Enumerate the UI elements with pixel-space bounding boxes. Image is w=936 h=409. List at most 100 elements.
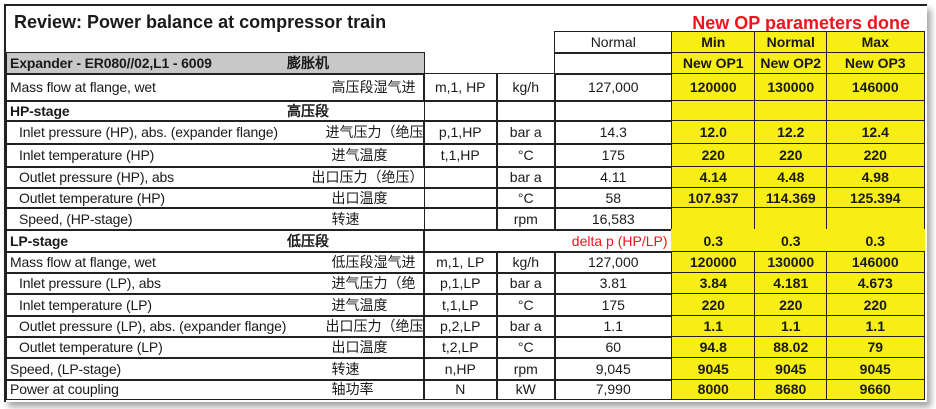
op-value-cell[interactable]: 9660 xyxy=(826,379,925,400)
symbol-cell[interactable] xyxy=(423,166,498,189)
op-value-cell[interactable]: 4.181 xyxy=(754,272,828,295)
normal-value-cell[interactable]: 9,045 xyxy=(554,357,673,381)
op-value-cell[interactable]: 120000 xyxy=(671,73,756,102)
op-value-cell[interactable]: 220 xyxy=(754,143,828,168)
symbol-cell[interactable]: t,2,LP xyxy=(423,336,498,359)
normal-value-cell[interactable]: 60 xyxy=(554,336,673,359)
unit-cell[interactable]: kg/h xyxy=(496,251,556,274)
symbol-cell[interactable]: p,1,HP xyxy=(423,120,498,145)
op-value-cell[interactable]: 107.937 xyxy=(671,187,756,209)
op-value-cell[interactable]: 12.2 xyxy=(754,120,828,145)
op-value-cell[interactable]: 130000 xyxy=(754,251,828,274)
normal-value-cell[interactable]: 175 xyxy=(554,143,673,168)
normal-value-cell[interactable]: 4.11 xyxy=(554,166,673,189)
unit-cell[interactable]: °C xyxy=(496,187,556,209)
op-column-header[interactable]: Max xyxy=(826,31,925,54)
unit-cell[interactable] xyxy=(496,100,556,122)
symbol-cell[interactable]: m,1, LP xyxy=(423,251,498,274)
op-value-cell[interactable]: 79 xyxy=(826,336,925,359)
normal-column-header[interactable]: Normal xyxy=(554,31,673,54)
normal-value-cell[interactable]: 16,583 xyxy=(554,207,673,231)
op-value-cell[interactable]: 114.369 xyxy=(754,187,828,209)
op-value-cell[interactable] xyxy=(671,100,756,122)
op-value-cell[interactable] xyxy=(826,207,925,231)
op-value-cell[interactable]: 4.48 xyxy=(754,166,828,189)
parameter-name-cn: 进气压力（绝 xyxy=(331,275,416,292)
normal-value-cell[interactable]: 7,990 xyxy=(554,379,673,400)
op-value-cell[interactable]: 88.02 xyxy=(754,336,828,359)
unit-cell[interactable]: kg/h xyxy=(496,73,556,102)
op-value-cell[interactable] xyxy=(754,207,828,231)
unit-cell[interactable]: kW xyxy=(496,379,556,400)
unit-cell[interactable]: rpm xyxy=(496,207,556,231)
normal-value-cell[interactable]: 127,000 xyxy=(554,251,673,274)
op-value-cell[interactable]: 0.3 xyxy=(754,229,828,253)
unit-cell[interactable]: rpm xyxy=(496,357,556,381)
normal-value-cell[interactable]: 127,000 xyxy=(554,73,673,102)
op-value-cell[interactable]: 1.1 xyxy=(826,315,925,338)
normal-value-cell[interactable] xyxy=(554,100,673,122)
symbol-cell[interactable]: m,1, HP xyxy=(423,73,498,102)
op-value-cell[interactable]: 8000 xyxy=(671,379,756,400)
op-value-cell[interactable]: 94.8 xyxy=(671,336,756,359)
op-value-cell[interactable]: 120000 xyxy=(671,251,756,274)
op-value-cell[interactable]: 4.98 xyxy=(826,166,925,189)
op-value-cell[interactable]: 4.14 xyxy=(671,166,756,189)
op-value-cell[interactable]: 0.3 xyxy=(826,229,925,253)
op-column-header[interactable]: Normal xyxy=(754,31,828,54)
op-column-header[interactable]: Min xyxy=(671,31,756,54)
op-value-cell[interactable]: 220 xyxy=(754,293,828,317)
op-name-header[interactable]: New OP1 xyxy=(671,52,756,75)
symbol-cell[interactable] xyxy=(423,187,498,209)
normal-value-cell[interactable]: 3.81 xyxy=(554,272,673,295)
unit-cell[interactable]: °C xyxy=(496,293,556,317)
op-value-cell[interactable]: 1.1 xyxy=(754,315,828,338)
op-value-cell[interactable]: 146000 xyxy=(826,73,925,102)
symbol-cell[interactable] xyxy=(423,207,498,231)
normal-value-cell[interactable]: 1.1 xyxy=(554,315,673,338)
symbol-cell[interactable]: p,2,LP xyxy=(423,315,498,338)
unit-cell[interactable]: bar a xyxy=(496,315,556,338)
op-value-cell[interactable]: 220 xyxy=(671,293,756,317)
op-value-cell[interactable]: 9045 xyxy=(671,357,756,381)
op-value-cell[interactable]: 9045 xyxy=(754,357,828,381)
normal-value-cell[interactable]: 175 xyxy=(554,293,673,317)
op-value-cell[interactable]: 0.3 xyxy=(671,229,756,253)
op-value-cell[interactable] xyxy=(754,100,828,122)
op-value-cell[interactable] xyxy=(671,207,756,231)
parameter-name-cn: 进气温度 xyxy=(331,296,388,313)
op-value-cell[interactable]: 9045 xyxy=(826,357,925,381)
op-value-cell[interactable]: 125.394 xyxy=(826,187,925,209)
op-value-cell[interactable]: 220 xyxy=(671,143,756,168)
op-value-cell[interactable]: 130000 xyxy=(754,73,828,102)
op-name-header[interactable]: New OP2 xyxy=(754,52,828,75)
row-label: LP-stage 低压段 xyxy=(6,229,425,253)
symbol-cell[interactable]: t,1,LP xyxy=(423,293,498,317)
op-value-cell[interactable]: 12.0 xyxy=(671,120,756,145)
normal-value-cell[interactable]: 58 xyxy=(554,187,673,209)
parameter-name-cn: 进气压力（绝压 xyxy=(325,124,424,141)
unit-cell[interactable]: bar a xyxy=(496,272,556,295)
op-value-cell[interactable]: 220 xyxy=(826,143,925,168)
normal-op-name-cell xyxy=(554,52,673,75)
unit-cell[interactable]: °C xyxy=(496,143,556,168)
parameter-name-cn: 出口温度 xyxy=(331,189,388,206)
unit-cell[interactable]: bar a xyxy=(496,120,556,145)
normal-value-cell[interactable]: 14.3 xyxy=(554,120,673,145)
unit-cell[interactable]: °C xyxy=(496,336,556,359)
symbol-cell[interactable]: p,1,LP xyxy=(423,272,498,295)
op-value-cell[interactable]: 3.84 xyxy=(671,272,756,295)
op-value-cell[interactable]: 146000 xyxy=(826,251,925,274)
op-value-cell[interactable]: 1.1 xyxy=(671,315,756,338)
symbol-cell[interactable]: t,1,HP xyxy=(423,143,498,168)
unit-cell[interactable]: bar a xyxy=(496,166,556,189)
op-value-cell[interactable]: 12.4 xyxy=(826,120,925,145)
op-value-cell[interactable]: 4.673 xyxy=(826,272,925,295)
symbol-cell[interactable] xyxy=(423,100,498,122)
op-value-cell[interactable]: 220 xyxy=(826,293,925,317)
op-value-cell[interactable] xyxy=(826,100,925,122)
symbol-cell[interactable]: n,HP xyxy=(423,357,498,381)
symbol-cell[interactable]: N xyxy=(423,379,498,400)
op-value-cell[interactable]: 8680 xyxy=(754,379,828,400)
op-name-header[interactable]: New OP3 xyxy=(826,52,925,75)
